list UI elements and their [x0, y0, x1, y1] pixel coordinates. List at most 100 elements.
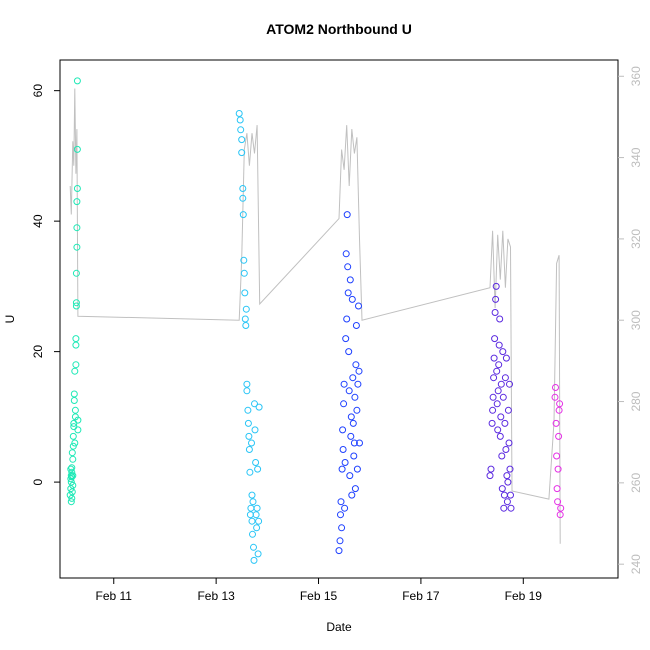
data-point: [255, 517, 263, 525]
data-point: [486, 472, 494, 480]
data-point: [344, 289, 352, 297]
data-point: [507, 491, 514, 499]
data-point: [491, 309, 499, 316]
data-point: [72, 361, 80, 369]
data-point: [69, 472, 77, 480]
data-point: [555, 432, 563, 440]
data-point: [67, 498, 75, 506]
data-point: [352, 322, 360, 329]
data-point: [342, 335, 350, 343]
data-point: [337, 498, 345, 506]
series-1: [66, 77, 82, 506]
data-point: [348, 295, 356, 303]
data-point: [502, 354, 510, 362]
data-point: [72, 341, 80, 349]
data-point: [493, 400, 501, 408]
data-point: [73, 185, 81, 192]
data-point: [235, 110, 243, 117]
data-point: [355, 302, 362, 310]
data-point: [250, 556, 258, 564]
data-point: [73, 243, 81, 251]
x-axis-label: Date: [326, 620, 352, 634]
y2-tick-label: 320: [629, 229, 643, 249]
data-point: [246, 511, 254, 519]
data-point: [73, 198, 81, 206]
series-2: [235, 110, 263, 564]
data-point: [254, 550, 262, 558]
data-point: [73, 145, 81, 153]
data-point: [340, 400, 348, 408]
data-point: [338, 465, 346, 473]
data-point: [244, 406, 252, 414]
data-point: [253, 504, 261, 512]
data-point: [351, 485, 359, 493]
series-5: [551, 384, 565, 519]
data-point: [67, 478, 75, 486]
data-point: [346, 472, 354, 480]
data-point: [247, 504, 255, 512]
data-point: [69, 442, 77, 450]
data-point: [67, 465, 75, 473]
data-point: [236, 116, 244, 124]
data-point: [68, 449, 76, 457]
data-point: [71, 439, 79, 447]
y-tick-label: 0: [31, 478, 45, 485]
data-point: [492, 282, 500, 290]
y-tick-label: 40: [31, 214, 45, 228]
data-point: [248, 491, 256, 499]
y2-tick-label: 280: [629, 391, 643, 411]
data-point: [506, 380, 513, 388]
data-point: [68, 468, 76, 476]
data-point: [71, 406, 79, 414]
y2-tick-label: 260: [629, 473, 643, 493]
data-point: [68, 494, 76, 502]
data-point: [243, 380, 251, 388]
data-point: [70, 390, 78, 398]
data-point: [504, 478, 512, 486]
x-tick-label: Feb 11: [96, 589, 133, 603]
y-tick-label: 60: [31, 84, 45, 98]
points-layer: [66, 77, 565, 564]
x-tick-label: Feb 17: [402, 589, 440, 603]
data-point: [349, 419, 357, 427]
data-point: [68, 488, 76, 496]
data-point: [339, 426, 347, 434]
data-point: [352, 361, 360, 369]
data-point: [71, 367, 79, 375]
data-point: [336, 537, 344, 545]
data-point: [494, 426, 502, 434]
data-point: [350, 452, 358, 460]
data-point: [340, 380, 348, 388]
data-point: [253, 524, 261, 532]
data-point: [499, 348, 507, 356]
data-point: [355, 367, 363, 375]
data-point: [69, 432, 77, 440]
data-point: [237, 126, 245, 134]
data-point: [252, 459, 260, 466]
data-point: [494, 387, 502, 395]
data-point: [251, 426, 259, 434]
data-point: [353, 465, 361, 473]
data-point: [242, 305, 250, 313]
data-point: [556, 511, 564, 519]
data-point: [497, 413, 505, 421]
data-point: [337, 511, 344, 519]
data-point: [354, 380, 362, 388]
data-point: [551, 393, 559, 401]
data-point: [239, 211, 247, 219]
data-point: [244, 419, 252, 427]
data-point: [555, 406, 563, 414]
data-point: [351, 393, 359, 401]
data-point: [489, 406, 497, 414]
data-point: [249, 530, 256, 538]
data-point: [501, 374, 509, 382]
data-point: [503, 498, 511, 506]
data-point: [499, 393, 507, 401]
y-axis-label: U: [3, 315, 17, 324]
data-point: [238, 149, 246, 157]
data-point: [341, 459, 349, 466]
data-point: [72, 302, 80, 310]
data-point: [490, 354, 498, 362]
data-point: [353, 406, 361, 414]
